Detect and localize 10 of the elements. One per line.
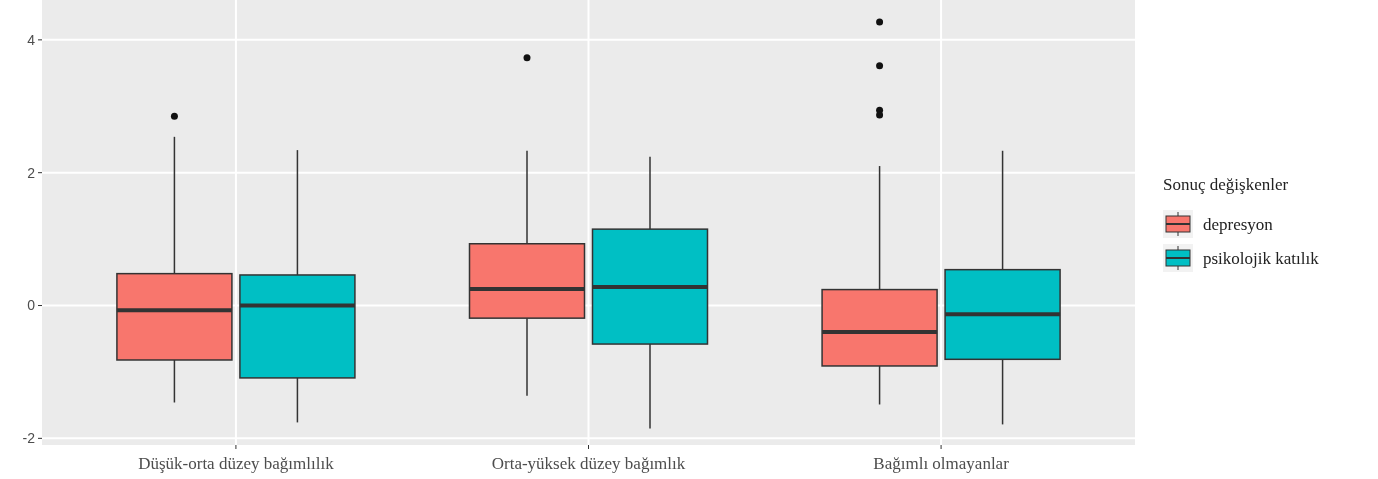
x-tick-label: Düşük-orta düzey bağımlılık <box>138 454 335 473</box>
y-tick-label: -2 <box>22 430 36 447</box>
x-tick-label: Bağımlı olmayanlar <box>873 454 1010 473</box>
legend-label: depresyon <box>1203 214 1274 234</box>
y-tick-label: 0 <box>27 297 36 314</box>
y-tick-label: 4 <box>27 31 36 48</box>
legend-title: Sonuç değişkenler <box>1163 175 1289 194</box>
y-tick-label: 2 <box>27 164 36 181</box>
x-tick-label: Orta-yüksek düzey bağımlık <box>491 454 686 473</box>
legend-label: psikolojik katılık <box>1203 248 1320 268</box>
